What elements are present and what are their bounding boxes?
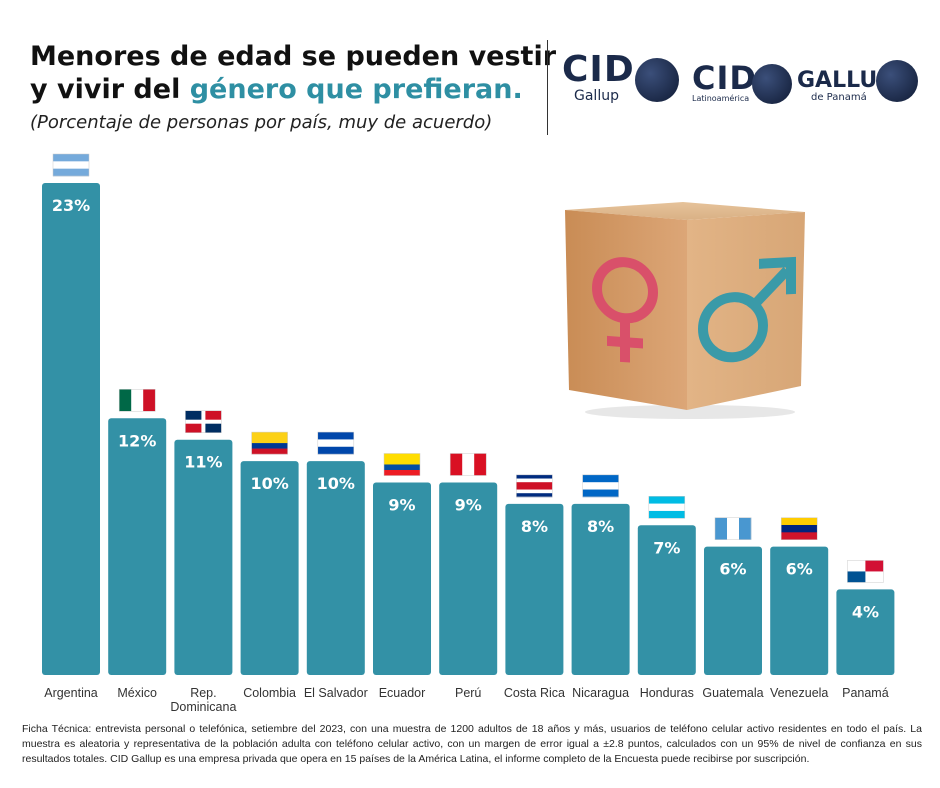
globe-icon-2 xyxy=(752,64,792,104)
ecuador-flag xyxy=(383,453,421,476)
bar-1 xyxy=(108,418,167,675)
nicaragua-flag xyxy=(582,474,619,498)
bar-4 xyxy=(306,461,365,675)
value-label-7: 8% xyxy=(521,517,548,536)
category-label-11: Venezuela xyxy=(770,686,828,700)
title-line-1: Menores de edad se pueden vestir xyxy=(30,41,557,72)
cid-latam-logo: CID Latinoamérica xyxy=(692,62,757,103)
chart-subtitle: (Porcentaje de personas por país, muy de… xyxy=(30,112,493,133)
honduras-flag xyxy=(648,496,686,519)
value-label-11: 6% xyxy=(786,560,813,579)
value-label-4: 10% xyxy=(317,474,355,493)
bar-chart: 23% Argentina 12% México 11% Rep. Dominicana 10… xyxy=(42,153,895,714)
peru-flag xyxy=(449,453,487,476)
bar-12 xyxy=(836,589,895,675)
title-line-2a: y vivir del xyxy=(30,74,190,105)
bar-6 xyxy=(439,482,498,675)
mexico-flag xyxy=(118,389,156,412)
panama-flag xyxy=(847,560,884,583)
venezuela-flag xyxy=(780,517,818,540)
dominican-republic-flag xyxy=(185,410,222,433)
category-label-4: El Salvador xyxy=(304,686,368,700)
category-label-1: México xyxy=(117,686,157,700)
bar-2 xyxy=(174,439,233,675)
category-label-12: Panamá xyxy=(842,686,889,700)
globe-icon-3 xyxy=(876,60,918,102)
bar-5 xyxy=(373,482,431,675)
bar-8 xyxy=(571,503,630,675)
category-label-9: Honduras xyxy=(640,686,694,700)
bar-10 xyxy=(704,546,762,675)
header-divider xyxy=(547,40,548,135)
category-label-0: Argentina xyxy=(44,686,98,700)
value-label-2: 11% xyxy=(184,453,222,472)
category-label-2: Rep. Dominicana xyxy=(170,686,236,714)
bar-7 xyxy=(505,503,564,675)
bar-9 xyxy=(637,525,696,675)
globe-icon xyxy=(635,58,679,102)
category-label-6: Perú xyxy=(455,686,481,700)
male-symbol-icon xyxy=(698,256,796,363)
cid-latam-logo-big: CID xyxy=(692,59,757,97)
category-label-5: Ecuador xyxy=(379,686,426,700)
argentina-flag xyxy=(52,153,90,177)
gallup-panama-logo: GALLUP de Panamá xyxy=(797,68,894,104)
value-label-1: 12% xyxy=(118,431,156,450)
gender-cube-illustration xyxy=(565,202,805,419)
bar-11 xyxy=(770,546,829,675)
value-label-3: 10% xyxy=(250,474,288,493)
category-label-8: Nicaragua xyxy=(572,686,629,700)
female-symbol-icon xyxy=(592,257,658,363)
guatemala-flag xyxy=(714,517,752,540)
cid-latam-logo-small: Latinoamérica xyxy=(692,94,750,103)
value-label-12: 4% xyxy=(852,602,879,621)
value-label-5: 9% xyxy=(388,495,415,514)
category-label-3: Colombia xyxy=(243,686,296,700)
category-label-10: Guatemala xyxy=(702,686,763,700)
el-salvador-flag xyxy=(317,431,355,455)
value-label-10: 6% xyxy=(719,560,746,579)
cid-gallup-logo-small: Gallup xyxy=(574,88,619,104)
colombia-flag xyxy=(251,431,288,455)
cid-gallup-logo-big: CID xyxy=(562,49,635,90)
chart-title: Menores de edad se pueden vestir y vivir… xyxy=(30,40,556,106)
costa-rica-flag xyxy=(516,474,553,498)
bar-3 xyxy=(240,461,299,675)
category-label-7: Costa Rica xyxy=(504,686,565,700)
value-label-8: 8% xyxy=(587,517,614,536)
value-label-0: 23% xyxy=(52,196,90,215)
gallup-panama-logo-small: de Panamá xyxy=(811,92,867,103)
bar-0 xyxy=(42,183,100,675)
title-line-2b: género que prefieran. xyxy=(189,74,523,105)
gallup-panama-logo-big: GALLUP xyxy=(797,68,894,93)
cid-gallup-logo: CID Gallup xyxy=(562,49,635,105)
value-label-6: 9% xyxy=(455,495,482,514)
footnote: Ficha Técnica: entrevista personal o tel… xyxy=(22,723,922,765)
value-label-9: 7% xyxy=(653,538,680,557)
